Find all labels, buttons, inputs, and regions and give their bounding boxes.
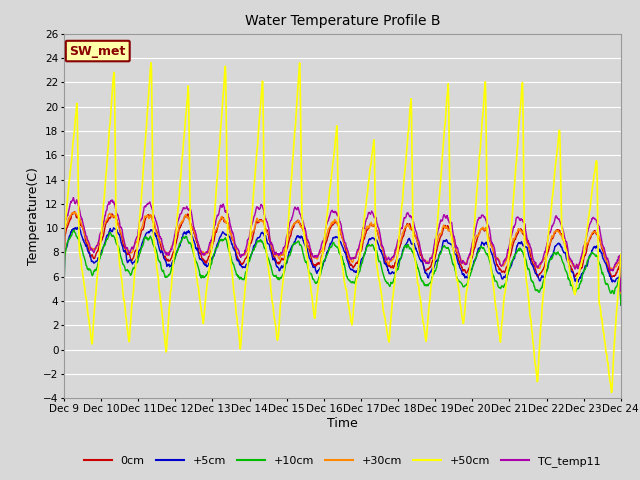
+10cm	[429, 272, 437, 277]
+50cm	[502, 283, 509, 289]
0cm	[171, 246, 179, 252]
0cm	[184, 213, 192, 218]
+10cm	[617, 302, 625, 308]
+10cm	[246, 255, 254, 261]
+50cm	[60, 289, 68, 295]
+10cm	[171, 257, 179, 263]
+5cm	[171, 255, 179, 261]
Title: Water Temperature Profile B: Water Temperature Profile B	[244, 14, 440, 28]
TC_temp11	[184, 206, 192, 212]
+30cm	[617, 290, 625, 296]
Line: +10cm: +10cm	[64, 230, 621, 305]
+30cm	[502, 258, 509, 264]
Y-axis label: Temperature(C): Temperature(C)	[28, 167, 40, 265]
TC_temp11	[551, 216, 559, 222]
+30cm	[171, 236, 179, 242]
Line: +5cm: +5cm	[64, 227, 621, 305]
+50cm	[551, 168, 559, 173]
0cm	[246, 240, 254, 246]
+5cm	[184, 229, 192, 235]
+50cm	[429, 266, 437, 272]
+30cm	[246, 237, 254, 243]
+50cm	[147, 60, 155, 66]
TC_temp11	[60, 272, 68, 277]
Line: +30cm: +30cm	[64, 212, 621, 293]
+30cm	[429, 251, 437, 256]
+10cm	[60, 291, 68, 297]
+30cm	[551, 229, 559, 235]
+10cm	[184, 239, 192, 245]
+5cm	[551, 243, 559, 249]
+50cm	[617, 252, 625, 257]
Legend: 0cm, +5cm, +10cm, +30cm, +50cm, TC_temp11: 0cm, +5cm, +10cm, +30cm, +50cm, TC_temp1…	[79, 451, 605, 471]
+50cm	[184, 83, 192, 89]
TC_temp11	[617, 288, 625, 294]
0cm	[60, 281, 68, 287]
+50cm	[246, 228, 254, 234]
+30cm	[60, 275, 68, 280]
+30cm	[71, 209, 79, 215]
Line: 0cm: 0cm	[64, 212, 621, 298]
+10cm	[502, 280, 509, 286]
+5cm	[246, 253, 254, 259]
TC_temp11	[171, 232, 179, 238]
Text: SW_met: SW_met	[70, 45, 126, 58]
+5cm	[502, 274, 509, 279]
+10cm	[70, 227, 78, 233]
TC_temp11	[429, 251, 437, 256]
+10cm	[551, 250, 559, 256]
TC_temp11	[502, 255, 509, 261]
+50cm	[607, 390, 615, 396]
TC_temp11	[246, 227, 254, 232]
0cm	[429, 258, 437, 264]
TC_temp11	[70, 195, 77, 201]
0cm	[502, 266, 509, 272]
+5cm	[60, 288, 68, 294]
Line: +50cm: +50cm	[64, 63, 621, 393]
+5cm	[76, 224, 83, 230]
0cm	[70, 209, 78, 215]
+5cm	[429, 266, 437, 272]
+50cm	[171, 247, 179, 252]
Line: TC_temp11: TC_temp11	[64, 198, 621, 291]
+30cm	[184, 216, 192, 221]
0cm	[551, 230, 559, 236]
+5cm	[617, 302, 625, 308]
0cm	[617, 295, 625, 300]
X-axis label: Time: Time	[327, 417, 358, 430]
